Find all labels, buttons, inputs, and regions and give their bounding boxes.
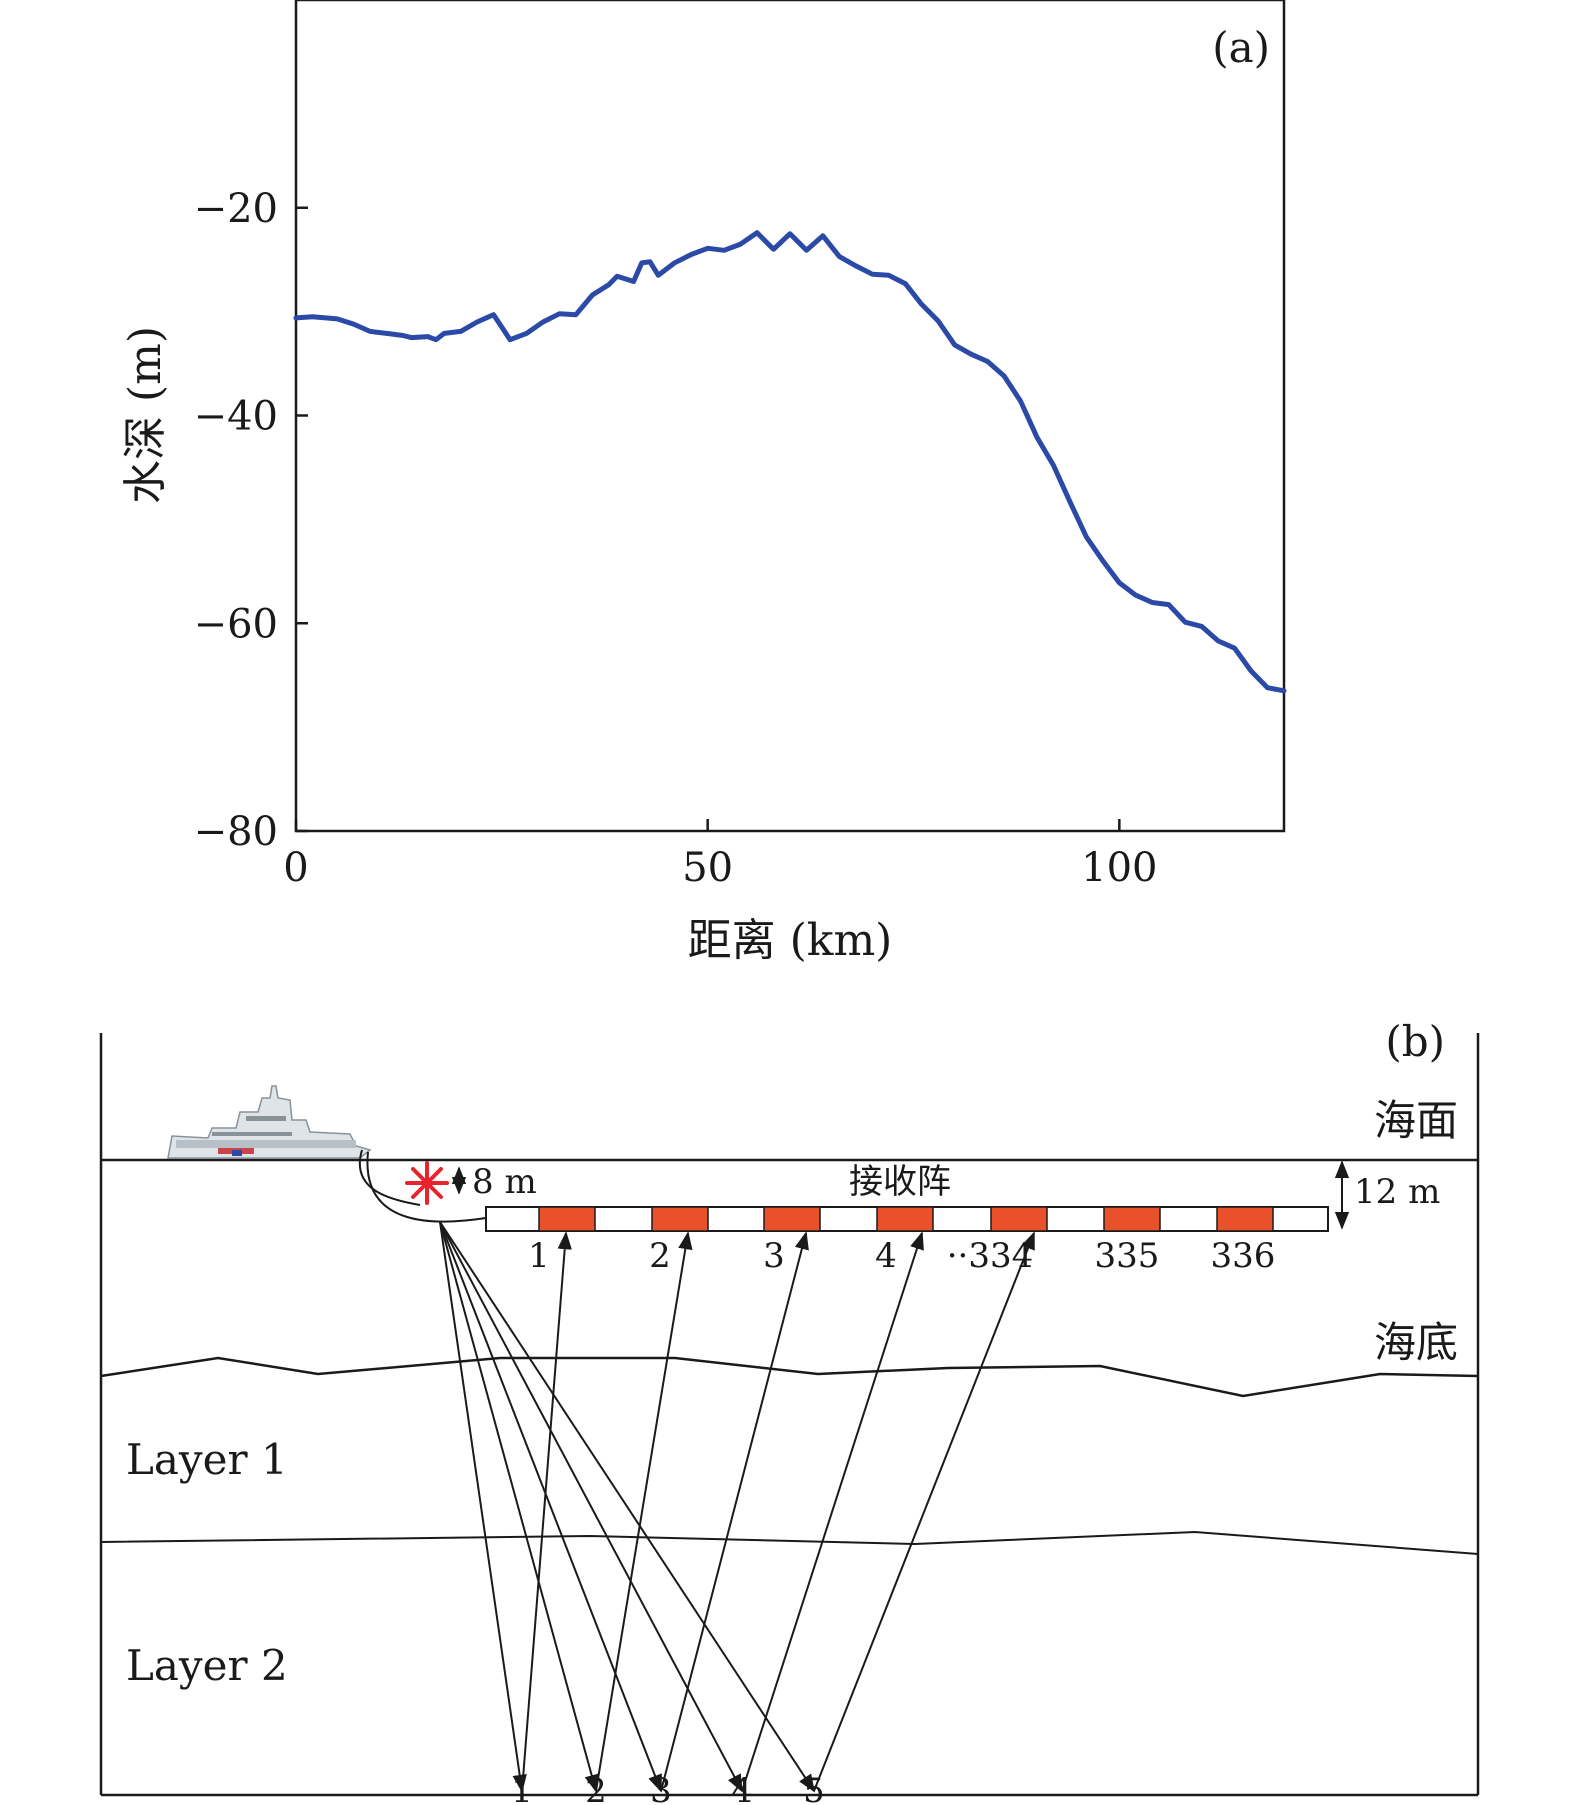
receiver-label: 2 [649,1236,671,1276]
ray-paths [439,1221,1035,1793]
ship-icon [167,1085,372,1159]
array-depth-label: 12 m [1354,1172,1440,1212]
ray-up [741,1231,924,1792]
reflection-label: 4 [731,1771,753,1805]
reflection-labels: 1 2 3 4 5 [511,1771,825,1805]
receiver-label: 3 [763,1236,785,1276]
panel-b: (b) 海面 8 m 接收阵 [99,1017,1480,1805]
plot-frame [294,0,1286,833]
receiver-336 [1216,1206,1274,1232]
layer-boundary-line [100,1530,1479,1555]
ray-up [660,1231,809,1792]
x-tick-label: 100 [1081,845,1157,891]
ray-down [439,1221,662,1793]
array-label: 接收阵 [849,1162,951,1202]
receiver-1 [538,1206,596,1232]
ray-down [439,1221,527,1793]
x-tick-label: 50 [682,845,733,891]
x-tick-label: 0 [283,845,308,891]
y-tick-label: −20 [194,186,278,232]
y-axis-label: 水深 (m) [120,326,171,504]
receiver-segments [538,1206,1274,1232]
y-tick-label: −40 [194,394,278,440]
x-axis-label: 距离 (km) [688,915,893,966]
reflection-label: 3 [650,1771,672,1805]
ray-up [521,1231,572,1792]
seabed-line [100,1356,1479,1398]
seabed-label: 海底 [1374,1318,1458,1367]
reflection-label: 5 [803,1771,825,1805]
receiver-labels: 1 2 3 4 ··334 335 336 [528,1236,1275,1276]
ray-up [813,1231,1035,1792]
reflection-label: 2 [585,1771,607,1805]
sea-surface-label: 海面 [1374,1096,1458,1145]
source-star-icon [405,1161,449,1205]
receiver-4 [876,1206,934,1232]
receiver-335 [1103,1206,1161,1232]
source-depth-label: 8 m [472,1162,537,1202]
receiver-2 [651,1206,709,1232]
source-tow-cable [358,1149,421,1206]
receiver-3 [763,1206,821,1232]
receiver-label: 335 [1095,1236,1160,1276]
panel-label-a: (a) [1212,23,1270,72]
ray-down [439,1221,599,1793]
y-tick-label: −60 [194,601,278,647]
layer2-label: Layer 2 [126,1641,288,1690]
ray-down [439,1221,815,1793]
ray-up [595,1231,693,1792]
layer1-label: Layer 1 [126,1435,288,1484]
receiver-label: 1 [528,1236,550,1276]
panel-a: 0 50 100 −20 −40 −60 −80 (a) 距离 (km) 水深 (m) [120,0,1287,966]
x-axis: 0 50 100 [283,819,1158,891]
reflection-label: 1 [511,1771,533,1805]
y-axis: −20 −40 −60 −80 [194,186,308,855]
ray-down [439,1221,743,1793]
y-tick-label: −80 [194,809,278,855]
depth-series-line [293,230,1287,694]
receiver-label: 4 [875,1236,897,1276]
array-tow-cable [366,1151,487,1223]
panel-label-b: (b) [1385,1017,1445,1066]
receiver-label: 336 [1211,1236,1276,1276]
receiver-334 [990,1206,1048,1232]
